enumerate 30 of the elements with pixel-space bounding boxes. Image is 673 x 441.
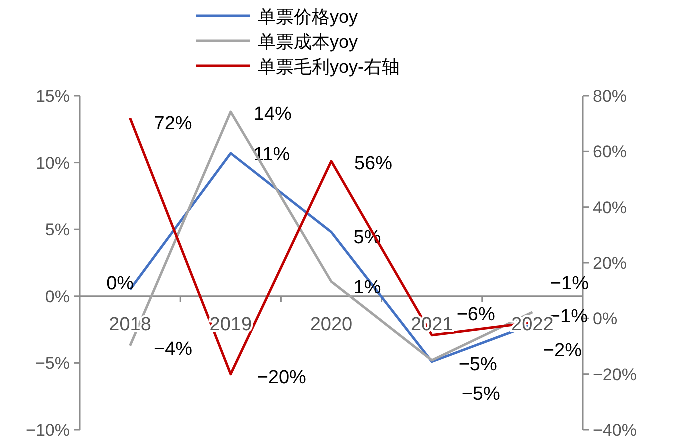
data-label: −6% [456, 304, 496, 326]
y-tick-label: −10% [26, 421, 70, 440]
y2-tick-label: 0% [593, 310, 618, 329]
data-label: 11% [254, 144, 290, 166]
data-label: 72% [154, 113, 192, 134]
legend-label: 单票价格yoy [258, 7, 358, 27]
y-tick-label: −5% [36, 354, 70, 374]
y-tick-label: 15% [36, 87, 70, 106]
y2-tick-label: 80% [593, 87, 628, 106]
y2-tick-label: −20% [593, 365, 637, 384]
data-label: −4% [154, 338, 193, 360]
y2-tick-label: 60% [593, 142, 628, 162]
y-tick-label: 10% [36, 154, 70, 173]
data-label: 14% [254, 104, 292, 126]
data-label: −1% [550, 273, 590, 294]
y-tick-label: 0% [45, 287, 70, 306]
x-tick-label: 2018 [109, 314, 152, 336]
data-label: 56% [354, 153, 393, 174]
data-label: −5% [462, 384, 500, 405]
data-label: −5% [458, 354, 498, 376]
x-tick-label: 2020 [310, 314, 353, 336]
y2-tick-label: 20% [593, 254, 628, 273]
data-label: 0% [106, 274, 134, 295]
y2-tick-label: −40% [593, 421, 637, 440]
y2-tick-label: 40% [593, 198, 628, 218]
y-tick-label: 5% [45, 220, 70, 240]
legend-label: 单票毛利yoy-右轴 [258, 57, 400, 77]
legend-label: 单票成本yoy [258, 32, 358, 52]
data-label: −20% [257, 367, 307, 388]
data-label: −2% [543, 340, 582, 362]
